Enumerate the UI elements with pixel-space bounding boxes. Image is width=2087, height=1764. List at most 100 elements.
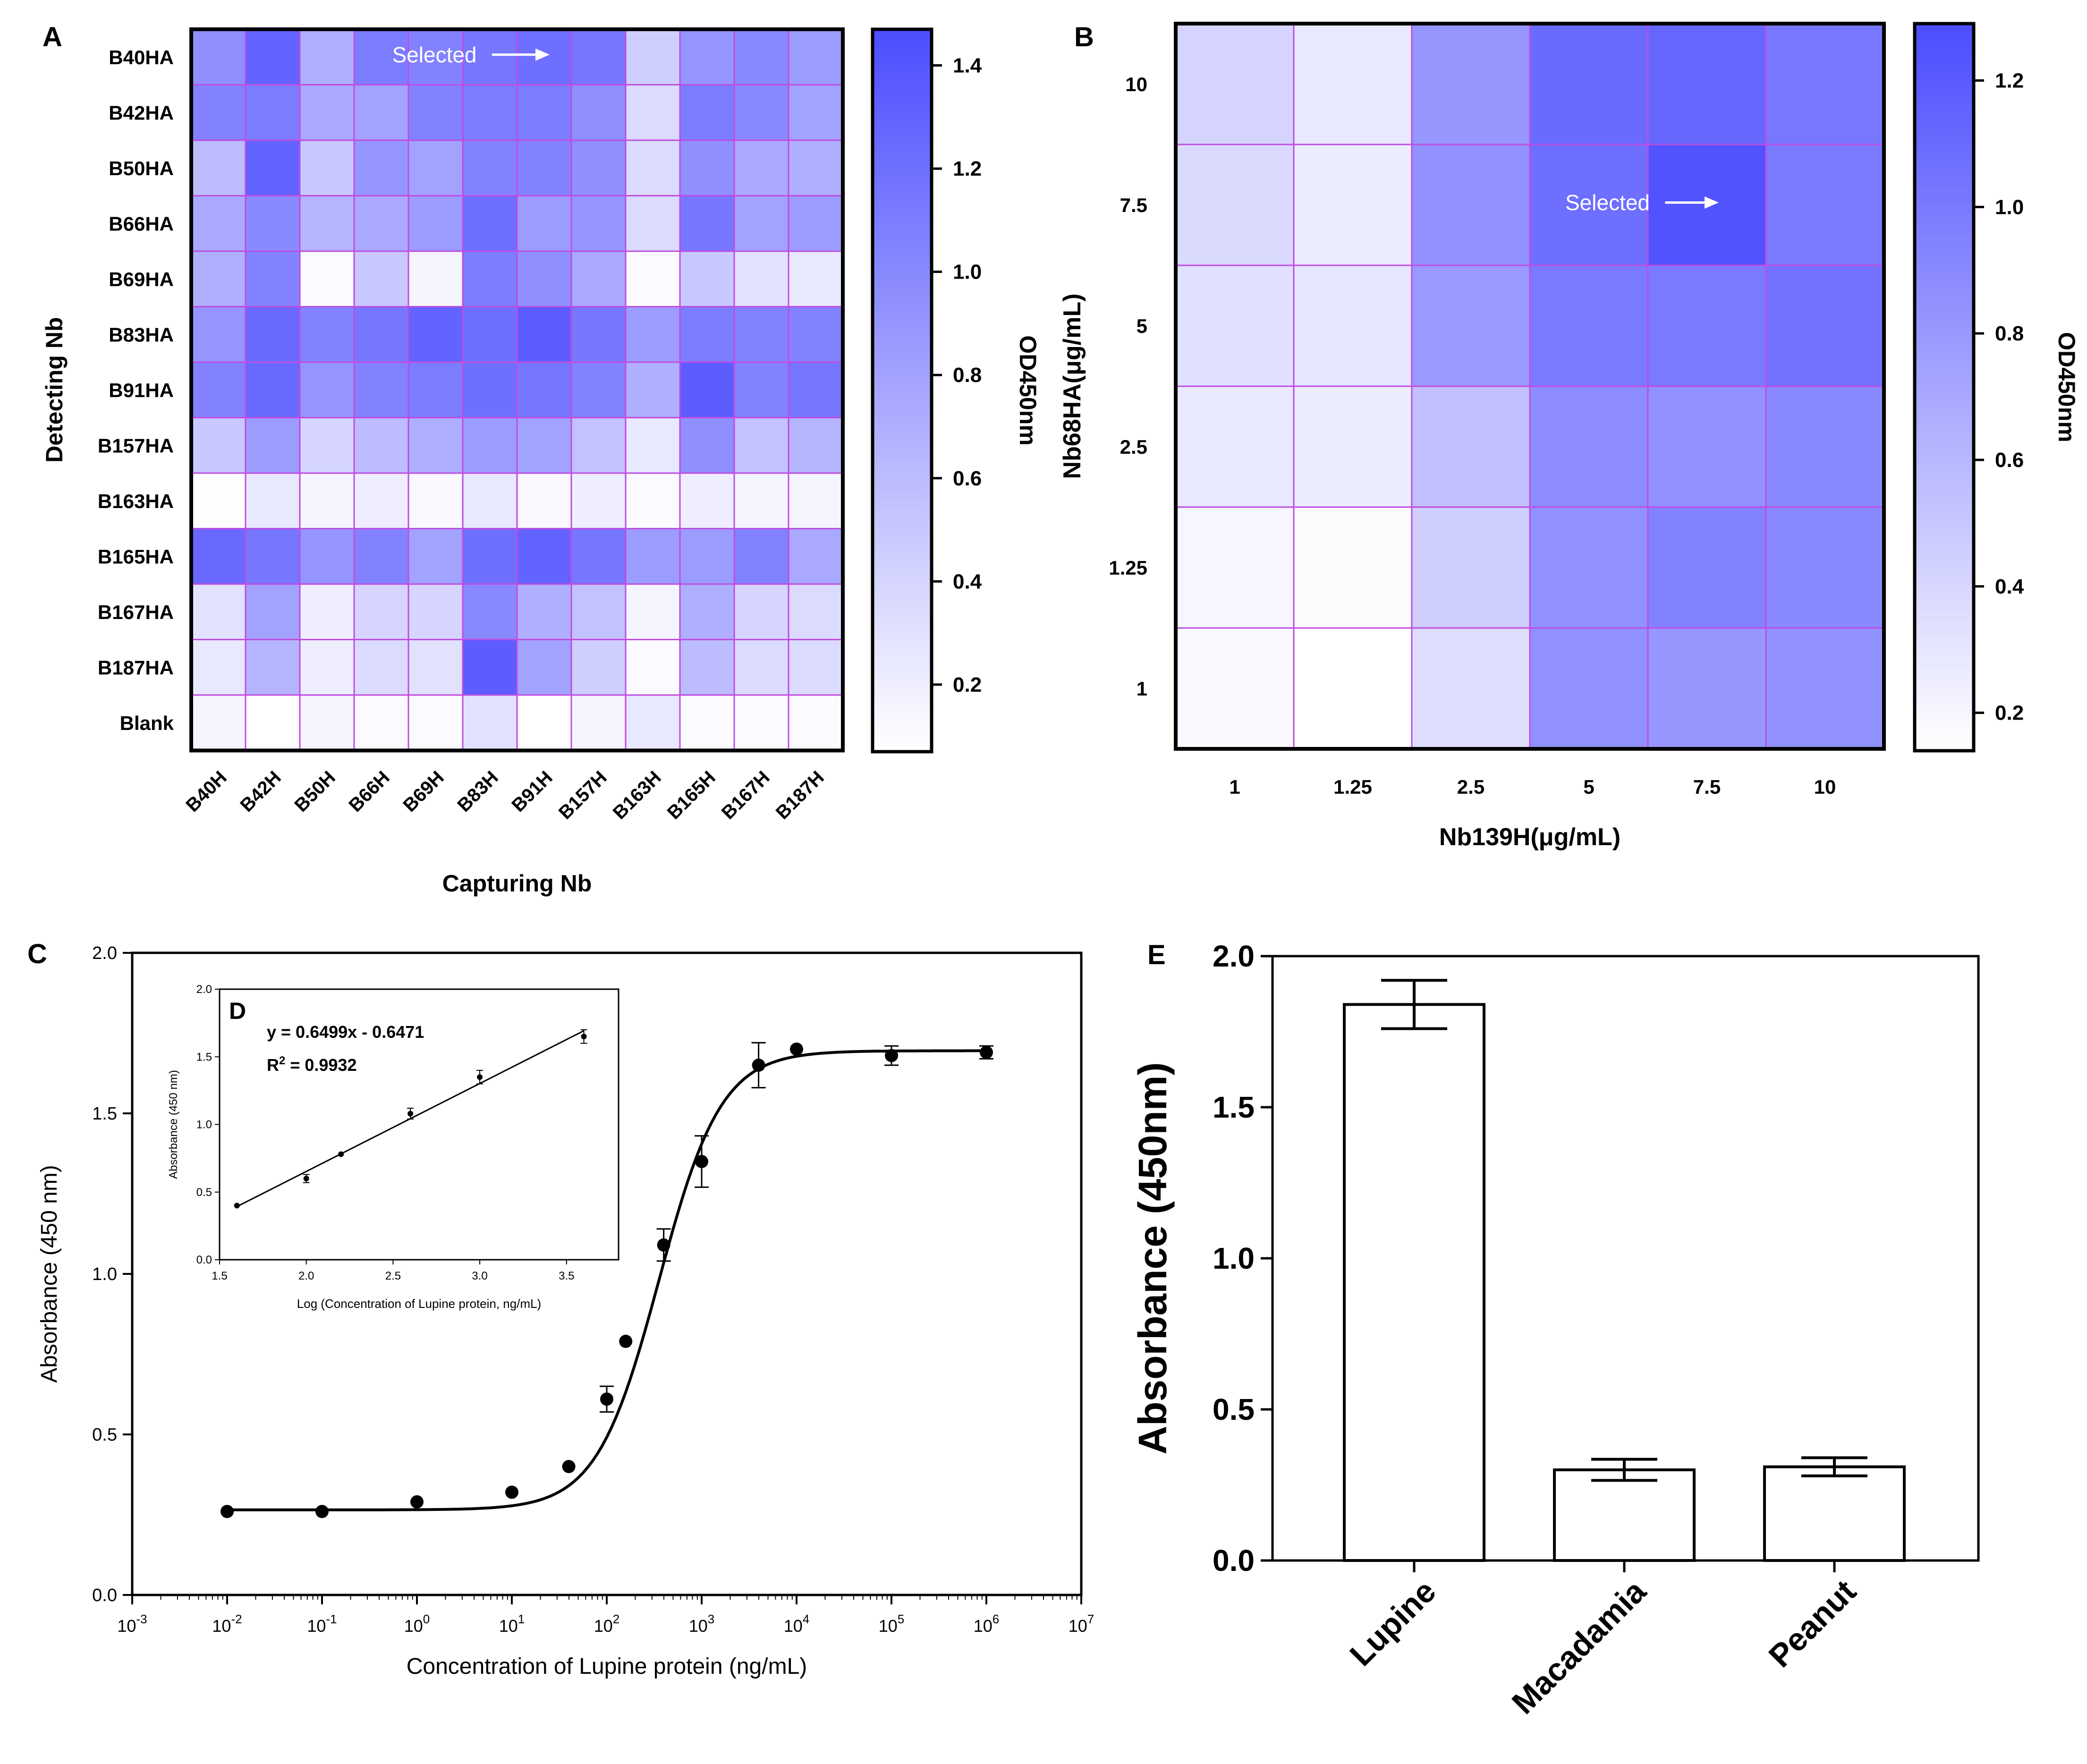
colorbar-tick-label: 0.4 [1995, 575, 2024, 598]
row-label: B91HA [109, 379, 174, 401]
row-label: B157HA [98, 434, 174, 457]
column-label: B42H [236, 767, 285, 816]
heatmap-cell [570, 694, 627, 751]
heatmap-cell [570, 528, 627, 585]
heatmap-cell [1647, 385, 1767, 508]
heatmap-cell [516, 195, 572, 252]
x-tick-base: 10 [1069, 1616, 1087, 1636]
heatmap-cell [570, 28, 627, 85]
heatmap-cell [788, 361, 844, 418]
r-squared: R2 = 0.9932 [267, 1054, 357, 1075]
heatmap-cell [733, 417, 789, 474]
heatmap-cell [1293, 264, 1413, 387]
y-tick-label: 1.5 [1213, 1090, 1255, 1124]
heatmap-cell [407, 583, 464, 640]
x-tick-exponent: 1 [518, 1612, 525, 1626]
heatmap-cell [462, 639, 518, 696]
heatmap-cell [299, 694, 355, 751]
heatmap-cell [462, 528, 518, 585]
heatmap-cell [462, 84, 518, 141]
panel-b: 10 7.5 5 2.5 1.25 1 1 1.25 2.5 5 7.5 10 Nb139H(μg/mL… [1059, 22, 2080, 851]
heatmap-cell [245, 250, 301, 307]
heatmap-cell [1293, 23, 1413, 145]
heatmap-cell [299, 583, 355, 640]
heatmap-cell [353, 84, 409, 141]
heatmap-cell [1175, 627, 1295, 750]
heatmap-cell [353, 694, 409, 751]
heatmap-cell [1411, 506, 1531, 629]
heatmap-cell [353, 639, 409, 696]
data-point [980, 1045, 993, 1059]
heatmap-cell [625, 583, 681, 640]
inset-x-axis-label: Log (Concentration of Lupine protein, ng… [297, 1297, 541, 1311]
x-tick-base: 10 [784, 1616, 803, 1636]
heatmap-cell [733, 361, 789, 418]
heatmap-cell [679, 306, 735, 363]
heatmap-cell [570, 139, 627, 196]
column-label: B157H [555, 767, 611, 823]
heatmap-cell [788, 639, 844, 696]
inset-y-tick-label: 1.5 [196, 1051, 212, 1063]
heatmap-cell [1175, 264, 1295, 387]
heatmap-cell [1293, 144, 1413, 266]
heatmap-cell [245, 28, 301, 85]
data-point [885, 1049, 898, 1062]
heatmap-cell [788, 139, 844, 196]
colorbar [871, 27, 933, 754]
colorbar-tick-label: 1.4 [953, 54, 982, 77]
heatmap-cell [245, 195, 301, 252]
inset-data-point [234, 1203, 240, 1209]
x-tick-base: 10 [879, 1616, 898, 1636]
inset-x-tick-label: 2.5 [385, 1270, 401, 1282]
x-tick-exponent: 3 [708, 1612, 714, 1626]
bar [1553, 1468, 1696, 1562]
x-tick-exponent: 4 [803, 1612, 809, 1626]
heatmap-cell [190, 28, 246, 85]
heatmap-cell [1175, 144, 1295, 266]
heatmap-cell [1647, 506, 1767, 629]
x-tick-label: 102 [594, 1612, 620, 1636]
heatmap-cell [462, 694, 518, 751]
heatmap-cell [516, 28, 572, 85]
heatmap-cell [570, 195, 627, 252]
inset-y-axis-label: Absorbance (450 nm) [167, 1070, 180, 1179]
heatmap-cell [625, 639, 681, 696]
x-tick-label: 101 [499, 1612, 525, 1636]
column-label: B91H [508, 767, 556, 816]
heatmap-cell [570, 84, 627, 141]
x-tick-exponent: 5 [898, 1612, 904, 1626]
panel-label-A: A [42, 22, 62, 52]
heatmap-cell [190, 195, 246, 252]
heatmap-cell [625, 528, 681, 585]
x-tick-label: 10-2 [212, 1612, 242, 1636]
selected-annotation-arrow-head [1705, 196, 1719, 209]
column-label: 1.25 [1333, 776, 1372, 798]
heatmap-cell [1175, 385, 1295, 508]
heatmap-cell [245, 139, 301, 196]
y-tick-label: 1.0 [1213, 1241, 1255, 1275]
column-label: B187H [772, 767, 828, 823]
heatmap-cell [625, 417, 681, 474]
y-tick-label: 2.0 [92, 943, 117, 963]
y-axis-label: Detecting Nb [41, 317, 68, 463]
heatmap-cell [679, 528, 735, 585]
heatmap-cell [1647, 23, 1767, 145]
heatmap-cell [245, 306, 301, 363]
colorbar-tick-label: 0.6 [1995, 449, 2024, 472]
inset-frame [219, 988, 619, 1261]
heatmap-cell [299, 195, 355, 252]
heatmap-cell [462, 583, 518, 640]
heatmap-cell [353, 472, 409, 529]
heatmap-cell [733, 639, 789, 696]
inset-data-point [407, 1111, 414, 1117]
heatmap-cell [570, 250, 627, 307]
heatmap-cell [1411, 144, 1531, 266]
heatmap-cell [788, 528, 844, 585]
heatmap-cell [299, 417, 355, 474]
row-label: B163HA [98, 490, 174, 512]
column-label: B50H [290, 767, 339, 816]
data-point [410, 1495, 424, 1509]
y-axis-label: Absorbance (450 nm) [37, 1165, 62, 1383]
x-tick-base: 10 [307, 1616, 326, 1636]
